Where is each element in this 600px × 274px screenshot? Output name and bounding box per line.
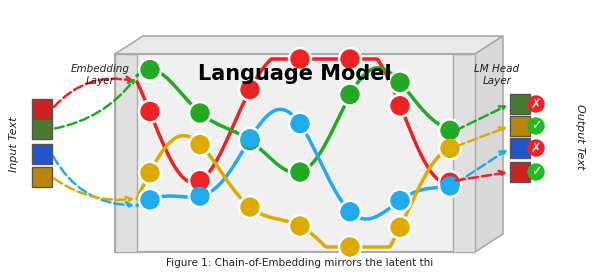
Circle shape bbox=[528, 164, 544, 180]
Circle shape bbox=[389, 71, 412, 94]
Circle shape bbox=[141, 61, 159, 79]
Circle shape bbox=[188, 169, 212, 192]
Text: ✓: ✓ bbox=[531, 119, 541, 133]
Circle shape bbox=[528, 96, 544, 112]
FancyBboxPatch shape bbox=[32, 119, 52, 139]
Circle shape bbox=[291, 163, 309, 181]
Text: Figure 1: Chain-of-Embedding mirrors the latent thi: Figure 1: Chain-of-Embedding mirrors the… bbox=[166, 258, 434, 268]
Circle shape bbox=[241, 132, 259, 150]
Circle shape bbox=[439, 137, 461, 160]
Circle shape bbox=[239, 129, 262, 152]
Circle shape bbox=[139, 58, 161, 81]
Circle shape bbox=[341, 238, 359, 256]
Circle shape bbox=[191, 136, 209, 153]
Circle shape bbox=[441, 139, 459, 157]
Circle shape bbox=[391, 73, 409, 91]
Circle shape bbox=[188, 101, 212, 124]
Text: ✗: ✗ bbox=[531, 98, 541, 110]
Circle shape bbox=[141, 191, 159, 209]
Circle shape bbox=[439, 171, 461, 194]
Text: Input Text: Input Text bbox=[9, 116, 19, 172]
FancyBboxPatch shape bbox=[510, 138, 530, 158]
Circle shape bbox=[341, 203, 359, 221]
Circle shape bbox=[389, 94, 412, 117]
Text: Output Text: Output Text bbox=[575, 104, 585, 170]
Circle shape bbox=[188, 133, 212, 156]
Text: LM Head
Layer: LM Head Layer bbox=[475, 64, 520, 85]
Circle shape bbox=[391, 97, 409, 115]
Circle shape bbox=[139, 188, 161, 211]
Circle shape bbox=[338, 200, 361, 223]
Circle shape bbox=[241, 130, 259, 148]
Circle shape bbox=[289, 47, 311, 70]
Circle shape bbox=[391, 218, 409, 236]
FancyBboxPatch shape bbox=[510, 116, 530, 136]
Polygon shape bbox=[115, 54, 137, 252]
Circle shape bbox=[439, 175, 461, 198]
Circle shape bbox=[338, 83, 361, 106]
Polygon shape bbox=[475, 36, 503, 252]
Polygon shape bbox=[115, 36, 503, 54]
Circle shape bbox=[239, 78, 262, 101]
Circle shape bbox=[441, 121, 459, 139]
Circle shape bbox=[338, 235, 361, 258]
Circle shape bbox=[528, 118, 544, 134]
Circle shape bbox=[338, 47, 361, 70]
Circle shape bbox=[191, 172, 209, 190]
Circle shape bbox=[191, 104, 209, 122]
FancyBboxPatch shape bbox=[510, 162, 530, 182]
Circle shape bbox=[289, 215, 311, 238]
Circle shape bbox=[289, 161, 311, 184]
Circle shape bbox=[341, 85, 359, 104]
FancyBboxPatch shape bbox=[510, 94, 530, 114]
Circle shape bbox=[441, 177, 459, 195]
Circle shape bbox=[241, 198, 259, 216]
Circle shape bbox=[139, 161, 161, 184]
Circle shape bbox=[139, 100, 161, 123]
Circle shape bbox=[441, 173, 459, 191]
Circle shape bbox=[389, 189, 412, 212]
Circle shape bbox=[291, 115, 309, 133]
Text: Language Model: Language Model bbox=[198, 64, 392, 84]
Circle shape bbox=[141, 164, 159, 182]
Circle shape bbox=[289, 112, 311, 135]
Circle shape bbox=[141, 102, 159, 121]
Text: Embedding
Layer: Embedding Layer bbox=[71, 64, 130, 85]
Text: ✓: ✓ bbox=[531, 165, 541, 178]
Circle shape bbox=[291, 217, 309, 235]
Circle shape bbox=[291, 50, 309, 68]
Circle shape bbox=[239, 127, 262, 150]
Circle shape bbox=[241, 81, 259, 99]
Circle shape bbox=[188, 185, 212, 208]
Circle shape bbox=[528, 140, 544, 156]
Circle shape bbox=[191, 187, 209, 205]
FancyBboxPatch shape bbox=[32, 167, 52, 187]
Circle shape bbox=[439, 119, 461, 142]
Circle shape bbox=[341, 50, 359, 68]
Circle shape bbox=[391, 192, 409, 210]
Polygon shape bbox=[453, 54, 475, 252]
FancyBboxPatch shape bbox=[115, 54, 475, 252]
FancyBboxPatch shape bbox=[32, 99, 52, 119]
FancyBboxPatch shape bbox=[32, 144, 52, 164]
Circle shape bbox=[239, 196, 262, 219]
Circle shape bbox=[389, 216, 412, 239]
Text: ✗: ✗ bbox=[531, 141, 541, 155]
